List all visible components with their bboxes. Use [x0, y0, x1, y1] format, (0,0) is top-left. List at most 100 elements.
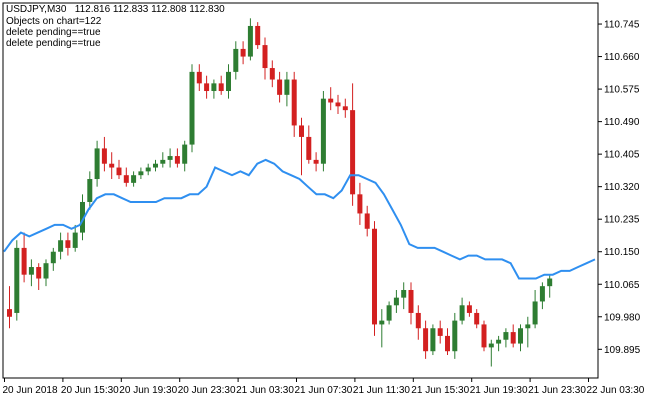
- candle-body-bull: [539, 286, 545, 302]
- candle-body-bull: [80, 201, 85, 233]
- x-tick-label: 20 Jun 15:30: [61, 385, 119, 396]
- candle-body-bear: [7, 309, 12, 317]
- candle-body-bear: [313, 159, 319, 164]
- candle-body-bull: [14, 247, 20, 313]
- candle-body-bear: [123, 175, 129, 183]
- candle-body-bear: [255, 25, 261, 46]
- candle-body-bear: [204, 83, 210, 92]
- y-tick-label: 110.065: [604, 280, 640, 291]
- symbol-label: USDJPY,M30: [6, 4, 67, 15]
- candle-body-bear: [423, 328, 429, 352]
- x-tick-label: 21 Jun 19:30: [470, 385, 528, 396]
- candle-body-bear: [415, 312, 421, 329]
- candle-body-bear: [116, 167, 122, 176]
- y-tick-label: 110.490: [604, 117, 640, 128]
- candle-body-bear: [364, 213, 370, 229]
- moving-average-line: [3, 158, 596, 280]
- candle-body-bull: [547, 278, 553, 287]
- x-tick-label: 21 Jun 07:30: [295, 385, 353, 396]
- y-tick-label: 109.980: [604, 312, 641, 323]
- candle-body-bear: [408, 289, 414, 313]
- candle-body-bull: [320, 98, 326, 164]
- candle-body-bull: [138, 171, 144, 176]
- candle-body-bull: [452, 320, 458, 352]
- y-tick-label: 109.895: [604, 345, 641, 356]
- candle-body-bear: [262, 45, 268, 69]
- candle-body-bull: [167, 156, 173, 160]
- x-tick-label: 22 Jun 03:30: [587, 385, 645, 396]
- candle-body-bull: [525, 324, 531, 329]
- y-tick-label: 110.235: [604, 215, 640, 226]
- candle-body-bear: [328, 98, 334, 103]
- candle-body-bull: [43, 263, 49, 279]
- plot-frame: [2, 2, 599, 379]
- candle-body-bull: [496, 339, 502, 344]
- candle-body-bull: [182, 144, 188, 164]
- candle-body-bull: [226, 71, 231, 92]
- x-tick-label: 21 Jun 23:30: [528, 385, 586, 396]
- x-tick-label: 21 Jun 11:30: [353, 385, 411, 396]
- candle-body-bear: [277, 79, 283, 95]
- candle-body-bear: [291, 79, 297, 126]
- candle-body-bull: [189, 71, 195, 145]
- y-tick-label: 110.660: [604, 52, 640, 63]
- candle-body-bull: [459, 305, 465, 321]
- candle-body-bull: [532, 301, 538, 325]
- candle-body-bull: [401, 289, 407, 298]
- x-tick-label: 21 Jun 15:30: [411, 385, 469, 396]
- candle-body-bull: [87, 179, 93, 202]
- candle-body-bear: [466, 305, 472, 313]
- candle-body-bear: [445, 335, 450, 352]
- candle-body-bear: [342, 106, 348, 111]
- x-tick-label: 20 Jun 23:30: [178, 385, 236, 396]
- candle-body-bear: [510, 332, 516, 344]
- candle-body-bear: [109, 163, 115, 168]
- candle-body-bear: [218, 83, 224, 92]
- candle-body-bull: [386, 305, 392, 321]
- candle-body-bull: [503, 332, 509, 340]
- candle-body-bear: [372, 228, 377, 325]
- candle-body-bull: [58, 240, 64, 252]
- candle-body-bear: [21, 247, 27, 275]
- candle-body-bull: [233, 48, 239, 72]
- candle-body-bull: [28, 267, 34, 275]
- x-tick-label: 20 Jun 2018: [3, 385, 58, 396]
- candle-body-bull: [153, 163, 158, 168]
- candle-body-bear: [174, 156, 180, 164]
- x-tick-label: 21 Jun 03:30: [236, 385, 294, 396]
- candle-body-bull: [131, 175, 137, 183]
- candle-body-bull: [211, 83, 217, 92]
- candle-body-bear: [299, 125, 304, 137]
- candle-body-bear: [196, 71, 202, 84]
- x-tick-label: 20 Jun 19:30: [119, 385, 177, 396]
- candle-body-bull: [50, 251, 56, 264]
- y-tick-label: 110.745: [604, 20, 640, 31]
- objects-count-label: Objects on chart=122: [6, 16, 102, 27]
- candle-body-bull: [247, 25, 253, 57]
- y-tick-label: 110.575: [604, 85, 640, 96]
- candle-body-bear: [269, 68, 275, 80]
- candle-body-bull: [430, 328, 436, 352]
- candle-body-bull: [284, 79, 290, 95]
- ohlc-values: 112.816 112.833 112.808 112.830: [74, 4, 225, 15]
- y-tick-label: 110.150: [604, 247, 640, 258]
- candle-body-bear: [65, 240, 71, 248]
- candle-body-bear: [481, 324, 487, 348]
- candle-body-bull: [488, 343, 494, 348]
- candle-body-bear: [350, 110, 356, 195]
- y-tick-label: 110.320: [604, 182, 640, 193]
- candle-body-bull: [518, 328, 523, 344]
- candle-body-bear: [335, 102, 341, 107]
- candle-body-bull: [72, 232, 78, 248]
- candle-body-bear: [357, 194, 363, 214]
- candle-body-bear: [474, 312, 480, 325]
- candle-body-bull: [160, 159, 166, 164]
- symbol-ohlc-line: USDJPY,M30 112.816 112.833 112.808 112.8…: [6, 4, 225, 15]
- candle-body-bear: [101, 148, 107, 164]
- candle-body-bull: [379, 320, 385, 325]
- candle-body-bear: [36, 267, 42, 279]
- status-line-2: delete pending==true: [6, 38, 101, 49]
- candle-body-bear: [306, 136, 312, 160]
